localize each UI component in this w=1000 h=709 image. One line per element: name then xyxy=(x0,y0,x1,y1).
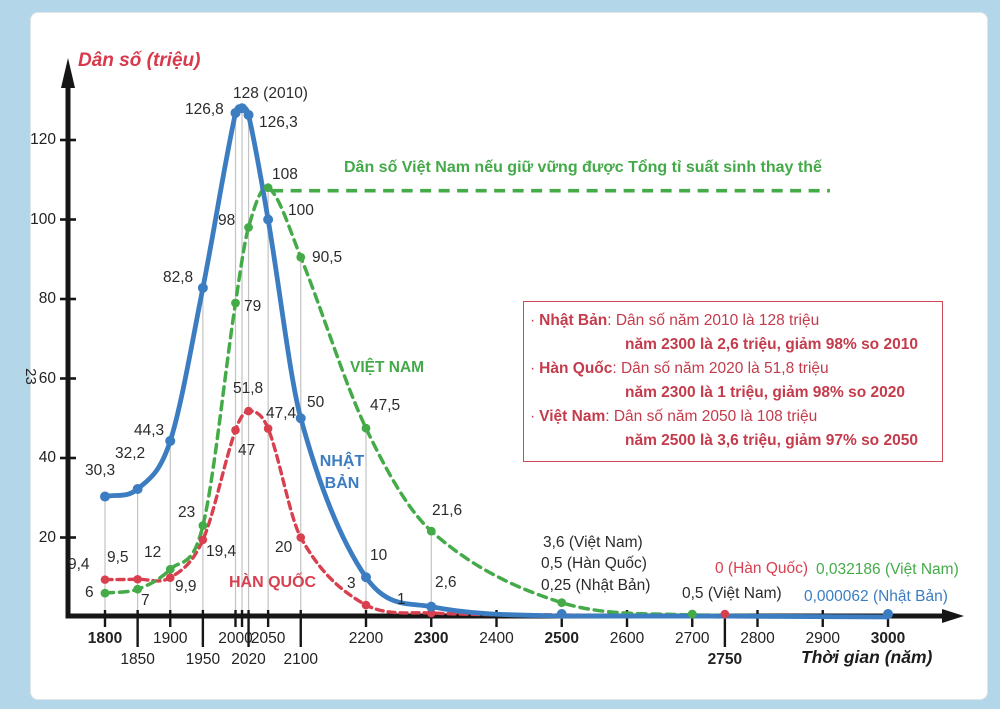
point-label: 19,4 xyxy=(206,543,237,560)
x-tick-label: 2600 xyxy=(609,630,645,647)
series-label-han-quoc: HÀN QUỐC xyxy=(229,574,317,591)
y-tick-label: 100 xyxy=(30,210,56,228)
bullet: · xyxy=(530,312,536,329)
summary-entry: · Việt Nam: Dân số năm 2050 là 108 triệu … xyxy=(530,405,942,453)
x-tick-label: 2700 xyxy=(675,630,710,647)
x-tick-label: 2050 xyxy=(250,630,286,647)
point-label: 2,6 xyxy=(435,574,457,591)
x-tick-label: 3000 xyxy=(870,630,906,647)
point-label: 7 xyxy=(141,592,150,609)
x-tick-label: 2500 xyxy=(544,630,579,647)
point-label: 0,000062 (Nhật Bản) xyxy=(804,588,948,605)
series-label-viet-nam: VIỆT NAM xyxy=(350,359,425,376)
bullet: · xyxy=(530,408,536,425)
point-label: 126,3 xyxy=(259,114,298,131)
summary-box: · Nhật Bản: Dân số năm 2010 là 128 triệu … xyxy=(523,301,943,462)
point-label: 9,5 xyxy=(107,549,129,566)
point-label: 126,8 xyxy=(185,101,224,118)
x-tick-label: 1800 xyxy=(87,630,123,647)
x-tick-label: 2100 xyxy=(283,651,318,668)
point-label: 20 xyxy=(275,539,293,556)
point-label: 51,8 xyxy=(233,380,264,397)
point-label: 0 (Hàn Quốc) xyxy=(715,560,809,577)
summary-country: Việt Nam xyxy=(539,408,606,425)
point-label: 82,8 xyxy=(163,269,194,286)
bullet: · xyxy=(530,360,536,377)
point-label: 0,032186 (Việt Nam) xyxy=(816,561,959,578)
point-label: 79 xyxy=(244,298,262,315)
x-tick-label: 2400 xyxy=(479,630,514,647)
x-tick-label: 1900 xyxy=(153,630,188,647)
point-label: 21,6 xyxy=(432,502,463,519)
x-tick-label: 1950 xyxy=(185,651,221,668)
y-tick-label: 120 xyxy=(30,131,56,148)
x-tick-label: 2750 xyxy=(707,651,743,668)
point-label: 0,5 (Hàn Quốc) xyxy=(541,555,647,572)
point-label: 32,2 xyxy=(115,445,146,462)
x-tick-label: 2000 xyxy=(218,630,253,647)
x-tick-label: 2300 xyxy=(414,630,449,647)
point-label: 10 xyxy=(370,547,388,564)
point-label: 98 xyxy=(218,212,236,229)
summary-entry: · Hàn Quốc: Dân số năm 2020 là 51,8 triệu… xyxy=(530,357,942,405)
summary-text-line2: năm 2300 là 1 triệu, giảm 98% so 2020 xyxy=(625,384,906,401)
summary-text: : Dân số năm 2050 là 108 triệu xyxy=(605,408,818,425)
point-label: 12 xyxy=(144,544,162,561)
summary-text: : Dân số năm 2010 là 128 triệu xyxy=(607,312,820,329)
point-label: 47 xyxy=(238,442,256,459)
y-axis-title: Dân số (triệu) xyxy=(78,50,201,71)
x-tick-label: 2800 xyxy=(740,630,775,647)
series-label-nhat-ban-line1: NHẬT xyxy=(319,453,365,470)
point-label: 23 xyxy=(178,504,196,521)
point-label: 47,5 xyxy=(370,397,401,414)
point-label: 3,6 (Việt Nam) xyxy=(543,534,643,551)
series-line-việt-nam xyxy=(103,185,890,619)
point-label: 90,5 xyxy=(312,249,343,266)
summary-entry: · Nhật Bản: Dân số năm 2010 là 128 triệu … xyxy=(530,309,942,357)
point-label: 9,4 xyxy=(68,556,90,573)
point-label: 0,5 (Việt Nam) xyxy=(682,585,782,602)
summary-text: : Dân số năm 2020 là 51,8 triệu xyxy=(612,360,829,377)
summary-text-line2: năm 2300 là 2,6 triệu, giảm 98% so 2010 xyxy=(625,336,918,353)
x-tick-label: 2900 xyxy=(805,630,840,647)
summary-country: Nhật Bản xyxy=(539,312,608,329)
point-label: 30,3 xyxy=(85,462,116,479)
x-tick-label: 2200 xyxy=(348,630,384,647)
series-line-nhật-bản xyxy=(102,104,891,620)
point-label: 3 xyxy=(347,575,356,592)
y-tick-label: 80 xyxy=(38,290,56,307)
replacement-scenario-label: Dân số Việt Nam nếu giữ vững được Tổng t… xyxy=(344,159,822,176)
summary-text-line2: năm 2500 là 3,6 triệu, giảm 97% so 2050 xyxy=(625,432,918,449)
x-tick-label: 2020 xyxy=(231,651,266,668)
point-label: 100 xyxy=(288,202,314,219)
point-label: 9,9 xyxy=(175,578,197,595)
point-label: 47,4 xyxy=(266,405,297,422)
point-label: 128 (2010) xyxy=(233,85,308,102)
point-label: 6 xyxy=(85,584,94,601)
x-tick-label: 1850 xyxy=(120,651,155,668)
point-label: 50 xyxy=(307,394,325,411)
point-label: 0,25 (Nhật Bản) xyxy=(541,577,651,594)
summary-country: Hàn Quốc xyxy=(539,360,613,377)
series-label-nhat-ban-line2: BẢN xyxy=(324,474,360,492)
x-axis-title: Thời gian (năm) xyxy=(801,647,933,667)
point-label: 108 xyxy=(272,166,298,183)
point-label: 1 xyxy=(397,591,406,608)
y-tick-label: 20 xyxy=(38,528,56,546)
y-tick-label: 40 xyxy=(38,449,56,466)
series-label-nhat-ban: NHẬT BẢN xyxy=(314,451,370,494)
point-label: 44,3 xyxy=(134,422,165,439)
y-tick-label: 60 xyxy=(38,369,56,387)
